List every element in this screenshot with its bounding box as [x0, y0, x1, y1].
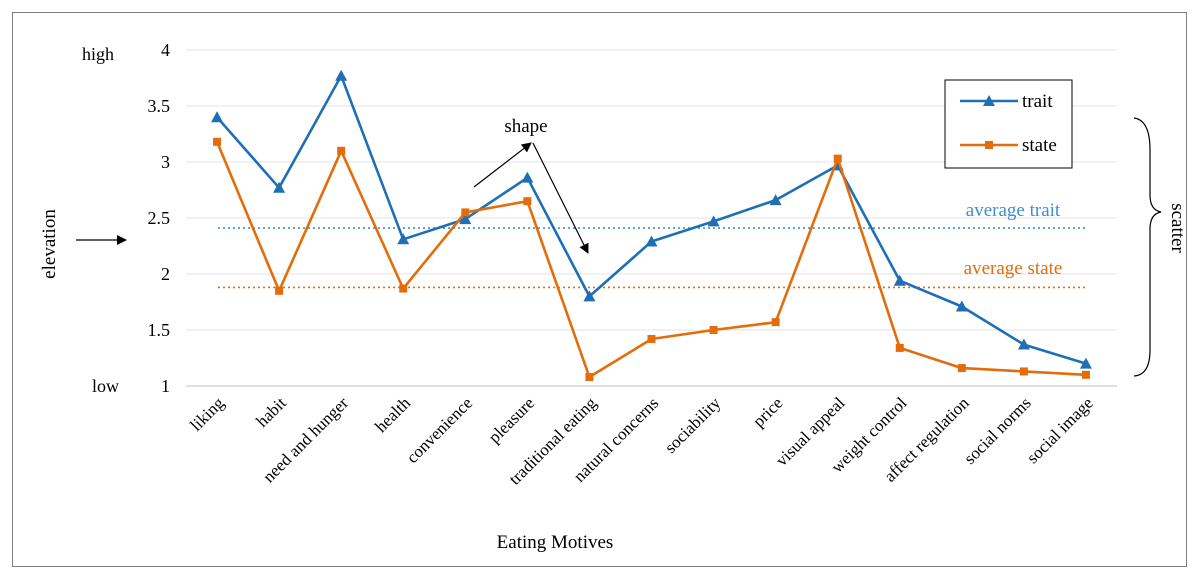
scatter-annotation: scatter	[1167, 203, 1188, 253]
data-point	[957, 364, 966, 373]
x-axis-title: Eating Motives	[497, 532, 614, 553]
y-tick-label: 3	[161, 152, 170, 172]
legend-marker	[985, 141, 993, 149]
x-tick-label: liking	[186, 393, 228, 435]
reference-line-label: average state	[964, 258, 1063, 279]
x-tick-label: health	[371, 393, 414, 436]
y-tick-label: 2	[161, 264, 170, 284]
chart-frame	[12, 12, 1187, 567]
data-point	[461, 208, 470, 217]
x-tick-label: social norms	[960, 393, 1035, 468]
legend-label: state	[1022, 135, 1057, 156]
legend-label: trait	[1022, 91, 1053, 112]
y-tick-label: 3.5	[148, 96, 171, 116]
legend-marker	[983, 95, 995, 106]
data-point	[893, 274, 906, 286]
x-tick-label: sociability	[661, 393, 725, 457]
data-point	[337, 146, 346, 155]
data-point	[583, 290, 596, 302]
y-tick-label: 2.5	[148, 208, 171, 228]
data-point	[397, 233, 410, 245]
y-tick-label: 4	[161, 40, 170, 60]
reference-lines: average trait average state	[218, 200, 1085, 289]
data-point	[273, 181, 286, 193]
data-point	[523, 197, 532, 206]
series-lines	[211, 69, 1092, 382]
data-point	[647, 334, 656, 343]
y-axis-title: elevation	[39, 209, 60, 279]
series-state	[213, 137, 1090, 382]
legend-box	[944, 79, 1073, 169]
data-point	[1017, 338, 1030, 350]
data-point	[707, 215, 720, 227]
x-tick-label: price	[749, 393, 786, 430]
data-point	[275, 286, 284, 295]
y-tick-label: 1	[161, 376, 170, 396]
data-point	[769, 194, 782, 206]
data-point	[399, 284, 408, 293]
y-tick-label: 1.5	[148, 320, 171, 340]
y-low-label: low	[92, 376, 119, 396]
data-point	[895, 343, 904, 352]
legend: trait state	[944, 79, 1073, 169]
shape-arrow-down	[532, 142, 589, 254]
y-axis-ticks: 1 1.5 2 2.5 3 3.5 4	[148, 40, 171, 396]
reference-line-label: average trait	[966, 200, 1061, 221]
x-tick-label: convenience	[403, 393, 477, 467]
data-point	[645, 235, 658, 247]
data-point	[1079, 357, 1092, 369]
data-point	[211, 111, 224, 123]
x-tick-label: social image	[1023, 393, 1097, 467]
series-trait	[211, 69, 1092, 369]
data-point	[585, 373, 594, 382]
data-point	[771, 318, 780, 327]
data-point	[335, 69, 348, 81]
x-tick-label: pleasure	[485, 393, 538, 446]
y-high-label: high	[82, 44, 114, 64]
x-tick-label: habit	[252, 393, 290, 431]
data-point	[833, 154, 842, 163]
data-point	[709, 326, 718, 334]
data-point	[521, 171, 534, 183]
data-point	[1019, 367, 1028, 376]
scatter-brace	[1133, 117, 1162, 377]
data-point	[459, 213, 472, 225]
data-point	[213, 137, 222, 146]
shape-annotation: shape	[504, 116, 547, 137]
shape-arrow-up	[473, 142, 532, 188]
data-point	[1081, 370, 1090, 379]
data-point	[955, 300, 968, 312]
